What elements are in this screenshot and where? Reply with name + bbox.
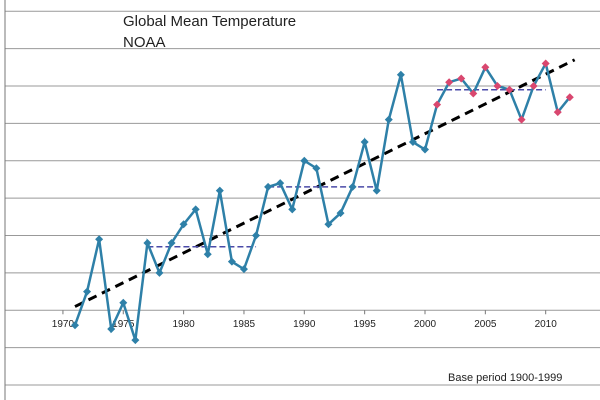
data-marker (300, 156, 309, 165)
data-marker (348, 182, 357, 191)
data-marker (167, 238, 176, 247)
x-tick-label: 1995 (354, 319, 377, 330)
data-marker (336, 209, 345, 218)
x-tick-label: 2005 (474, 319, 497, 330)
data-marker (360, 138, 369, 147)
data-marker (324, 220, 333, 229)
data-marker (529, 81, 538, 90)
chart-title: Global Mean Temperature (123, 13, 296, 30)
data-marker (119, 298, 128, 307)
x-tick-label: 1980 (172, 319, 195, 330)
data-marker (179, 220, 188, 229)
data-marker (408, 138, 417, 147)
data-marker (421, 145, 429, 154)
trend-line (74, 58, 576, 308)
x-tick-label: 1970 (52, 319, 75, 330)
data-marker (252, 231, 261, 240)
data-marker (505, 85, 514, 94)
data-marker (264, 182, 273, 191)
data-marker (143, 238, 152, 247)
data-marker (71, 321, 79, 330)
data-marker (457, 74, 466, 83)
data-marker (203, 250, 212, 259)
data-marker (372, 186, 381, 195)
data-marker (107, 324, 116, 333)
data-marker (276, 179, 285, 188)
data-marker (191, 205, 200, 214)
data-marker (517, 115, 526, 124)
data-marker (553, 108, 562, 117)
x-tick-label: 1975 (112, 319, 135, 330)
data-marker (396, 70, 405, 79)
data-marker (239, 265, 248, 274)
data-marker (565, 93, 574, 102)
data-marker (445, 78, 454, 87)
data-marker (469, 89, 478, 98)
x-tick-label: 2000 (414, 319, 437, 330)
x-tick-label: 2010 (535, 319, 558, 330)
data-marker (493, 81, 502, 90)
data-marker (433, 100, 442, 109)
x-tick-label: 1985 (233, 319, 256, 330)
data-marker (227, 257, 236, 266)
data-marker (481, 63, 490, 72)
chart-subtitle: NOAA (123, 34, 166, 51)
data-marker (288, 205, 297, 214)
data-marker (155, 268, 164, 277)
data-marker (83, 287, 92, 296)
data-marker (384, 115, 393, 124)
data-marker (131, 336, 140, 345)
annotation: Base period 1900-1999 (448, 372, 562, 384)
x-tick-label: 1990 (293, 319, 316, 330)
data-marker (95, 235, 104, 244)
data-marker (215, 186, 224, 195)
data-marker (312, 164, 321, 173)
data-marker (541, 59, 550, 68)
data-line (73, 60, 571, 341)
